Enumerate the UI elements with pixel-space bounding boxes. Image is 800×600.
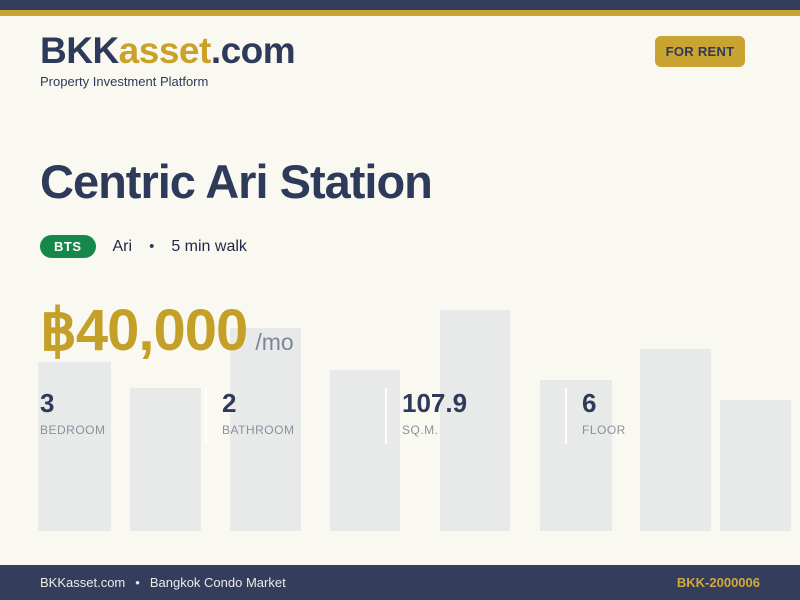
stat-label: BATHROOM <box>222 423 295 437</box>
stat-value: 107.9 <box>402 388 468 418</box>
stat-label: BEDROOM <box>40 423 106 437</box>
price-amount: ฿40,000 <box>40 298 248 363</box>
station-name: Ari <box>112 237 133 255</box>
brand-tagline: Property Investment Platform <box>40 74 209 89</box>
footer-branding: BKKasset.com • Bangkok Condo Market <box>40 575 286 590</box>
stat-bedroom: 3 BEDROOM <box>25 388 205 444</box>
skyline-bar <box>130 388 201 531</box>
price-period: /mo <box>255 329 294 355</box>
skyline-bar <box>540 380 612 531</box>
stat-bathroom: 2 BATHROOM <box>205 388 385 444</box>
listing-reference-code: BKK-2000006 <box>676 575 760 590</box>
gold-accent-line <box>0 10 800 16</box>
skyline-bar <box>720 400 791 531</box>
skyline-bar <box>640 349 711 531</box>
brand-logo-suffix: .com <box>210 30 296 71</box>
brand-logo-prefix: BKK <box>40 30 119 71</box>
footer: BKKasset.com • Bangkok Condo Market BKK-… <box>0 565 800 600</box>
stat-label: FLOOR <box>582 423 626 437</box>
for-rent-badge: FOR RENT <box>655 36 745 67</box>
bts-badge: BTS <box>40 235 96 258</box>
stat-sqm: 107.9 SQ.M. <box>385 388 565 444</box>
skyline-bar <box>440 310 510 531</box>
footer-market: Bangkok Condo Market <box>149 575 286 590</box>
footer-bullet-separator: • <box>135 575 140 590</box>
stat-value: 2 <box>222 388 237 418</box>
footer-site: BKKasset.com <box>40 575 126 590</box>
skyline-bar <box>330 370 400 531</box>
top-accent-bar <box>0 0 800 10</box>
stat-label: SQ.M. <box>402 423 439 437</box>
transit-row: BTS Ari • 5 min walk <box>40 235 247 258</box>
bullet-separator: • <box>149 238 155 255</box>
price-row: ฿40,000 /mo <box>40 296 294 364</box>
brand-logo-accent: asset <box>118 30 212 71</box>
walk-time: 5 min walk <box>171 237 247 255</box>
stat-floor: 6 FLOOR <box>565 388 745 444</box>
stat-value: 3 <box>40 388 55 418</box>
page-title: Centric Ari Station <box>40 155 433 208</box>
skyline-bar <box>230 328 301 531</box>
stat-value: 6 <box>582 388 597 418</box>
stats-row: 3 BEDROOM 2 BATHROOM 107.9 SQ.M. 6 FLOOR <box>25 388 745 444</box>
brand-logo[interactable]: BKKasset.com <box>40 30 296 72</box>
skyline-bar <box>38 362 111 531</box>
